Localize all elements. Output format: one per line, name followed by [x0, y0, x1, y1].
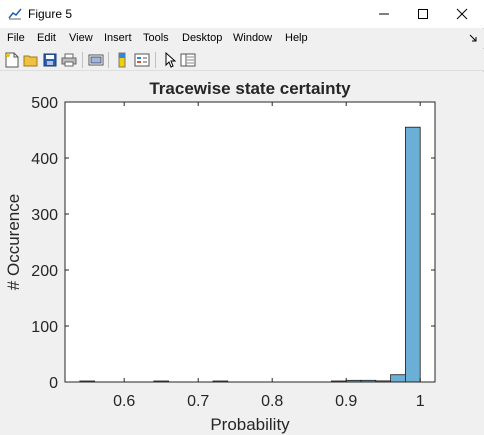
- y-tick-label: 300: [31, 207, 58, 224]
- histogram-chart[interactable]: 0.6 0.7 0.8 0.9 1 0 100 200 300 400 500 Tracewise…: [0, 72, 484, 435]
- menu-tools[interactable]: Tools: [143, 32, 169, 44]
- print-icon: [61, 53, 77, 67]
- axes-background: [65, 102, 435, 382]
- x-axis-label: Probability: [210, 415, 290, 434]
- insert-colorbar-button[interactable]: [113, 51, 131, 69]
- chart-title: Tracewise state certainty: [149, 79, 351, 98]
- x-tick-label: 0.6: [113, 393, 135, 410]
- maximize-icon: [418, 9, 428, 19]
- maximize-button[interactable]: [403, 0, 443, 28]
- x-tick-label: 0.9: [335, 393, 357, 410]
- axes-frame: [64, 101, 436, 383]
- menu-help[interactable]: Help: [285, 32, 308, 44]
- edit-plot-button[interactable]: [161, 51, 179, 69]
- x-tick-label: 0.8: [261, 393, 283, 410]
- new-figure-button[interactable]: [3, 51, 21, 69]
- menu-insert[interactable]: Insert: [104, 32, 132, 44]
- histogram-bar[interactable]: [390, 374, 406, 383]
- open-file-icon: [23, 55, 38, 67]
- print-button[interactable]: [60, 51, 78, 69]
- minimize-icon: [379, 13, 389, 15]
- link-plot-icon: [88, 54, 104, 66]
- property-inspector-icon: [180, 53, 196, 67]
- dock-arrow-icon[interactable]: [468, 33, 478, 43]
- menu-view[interactable]: View: [69, 32, 93, 44]
- x-tick-label: 1: [416, 393, 425, 410]
- minimize-button[interactable]: [364, 0, 404, 28]
- histogram-bar[interactable]: [404, 126, 421, 383]
- toolbar-separator: [155, 52, 156, 68]
- toolbar-separator: [82, 52, 83, 68]
- open-file-button[interactable]: [22, 51, 40, 69]
- matlab-figure-icon: [8, 7, 22, 21]
- menu-edit[interactable]: Edit: [37, 32, 56, 44]
- close-icon: [456, 8, 468, 20]
- insert-colorbar-icon: [118, 52, 126, 68]
- title-bar[interactable]: Figure 5: [0, 0, 484, 28]
- menu-file[interactable]: File: [7, 32, 25, 44]
- window-title: Figure 5: [28, 7, 73, 21]
- insert-legend-button[interactable]: [133, 51, 151, 69]
- link-plot-button[interactable]: [87, 51, 105, 69]
- property-inspector-button[interactable]: [179, 51, 197, 69]
- figure-toolbar: [0, 49, 484, 71]
- edit-plot-icon: [165, 52, 176, 68]
- y-tick-label: 200: [31, 263, 58, 280]
- toolbar-separator: [108, 52, 109, 68]
- new-figure-icon: [5, 52, 19, 68]
- y-tick-label: 500: [31, 95, 58, 112]
- insert-legend-icon: [134, 53, 150, 67]
- save-button[interactable]: [41, 51, 59, 69]
- y-axis-label: # Occurence: [4, 194, 23, 290]
- y-tick-label: 0: [49, 375, 58, 392]
- menu-desktop[interactable]: Desktop: [182, 32, 223, 44]
- y-tick-label: 400: [31, 151, 58, 168]
- menu-bar: File Edit View Insert Tools Desktop Wind…: [0, 29, 484, 48]
- save-icon: [43, 53, 57, 67]
- close-button[interactable]: [442, 0, 482, 28]
- figure-canvas[interactable]: 0.6 0.7 0.8 0.9 1 0 100 200 300 400 500 Tracewise…: [0, 72, 484, 435]
- x-tick-label: 0.7: [187, 393, 209, 410]
- menu-window[interactable]: Window: [233, 32, 273, 44]
- y-tick-label: 100: [31, 319, 58, 336]
